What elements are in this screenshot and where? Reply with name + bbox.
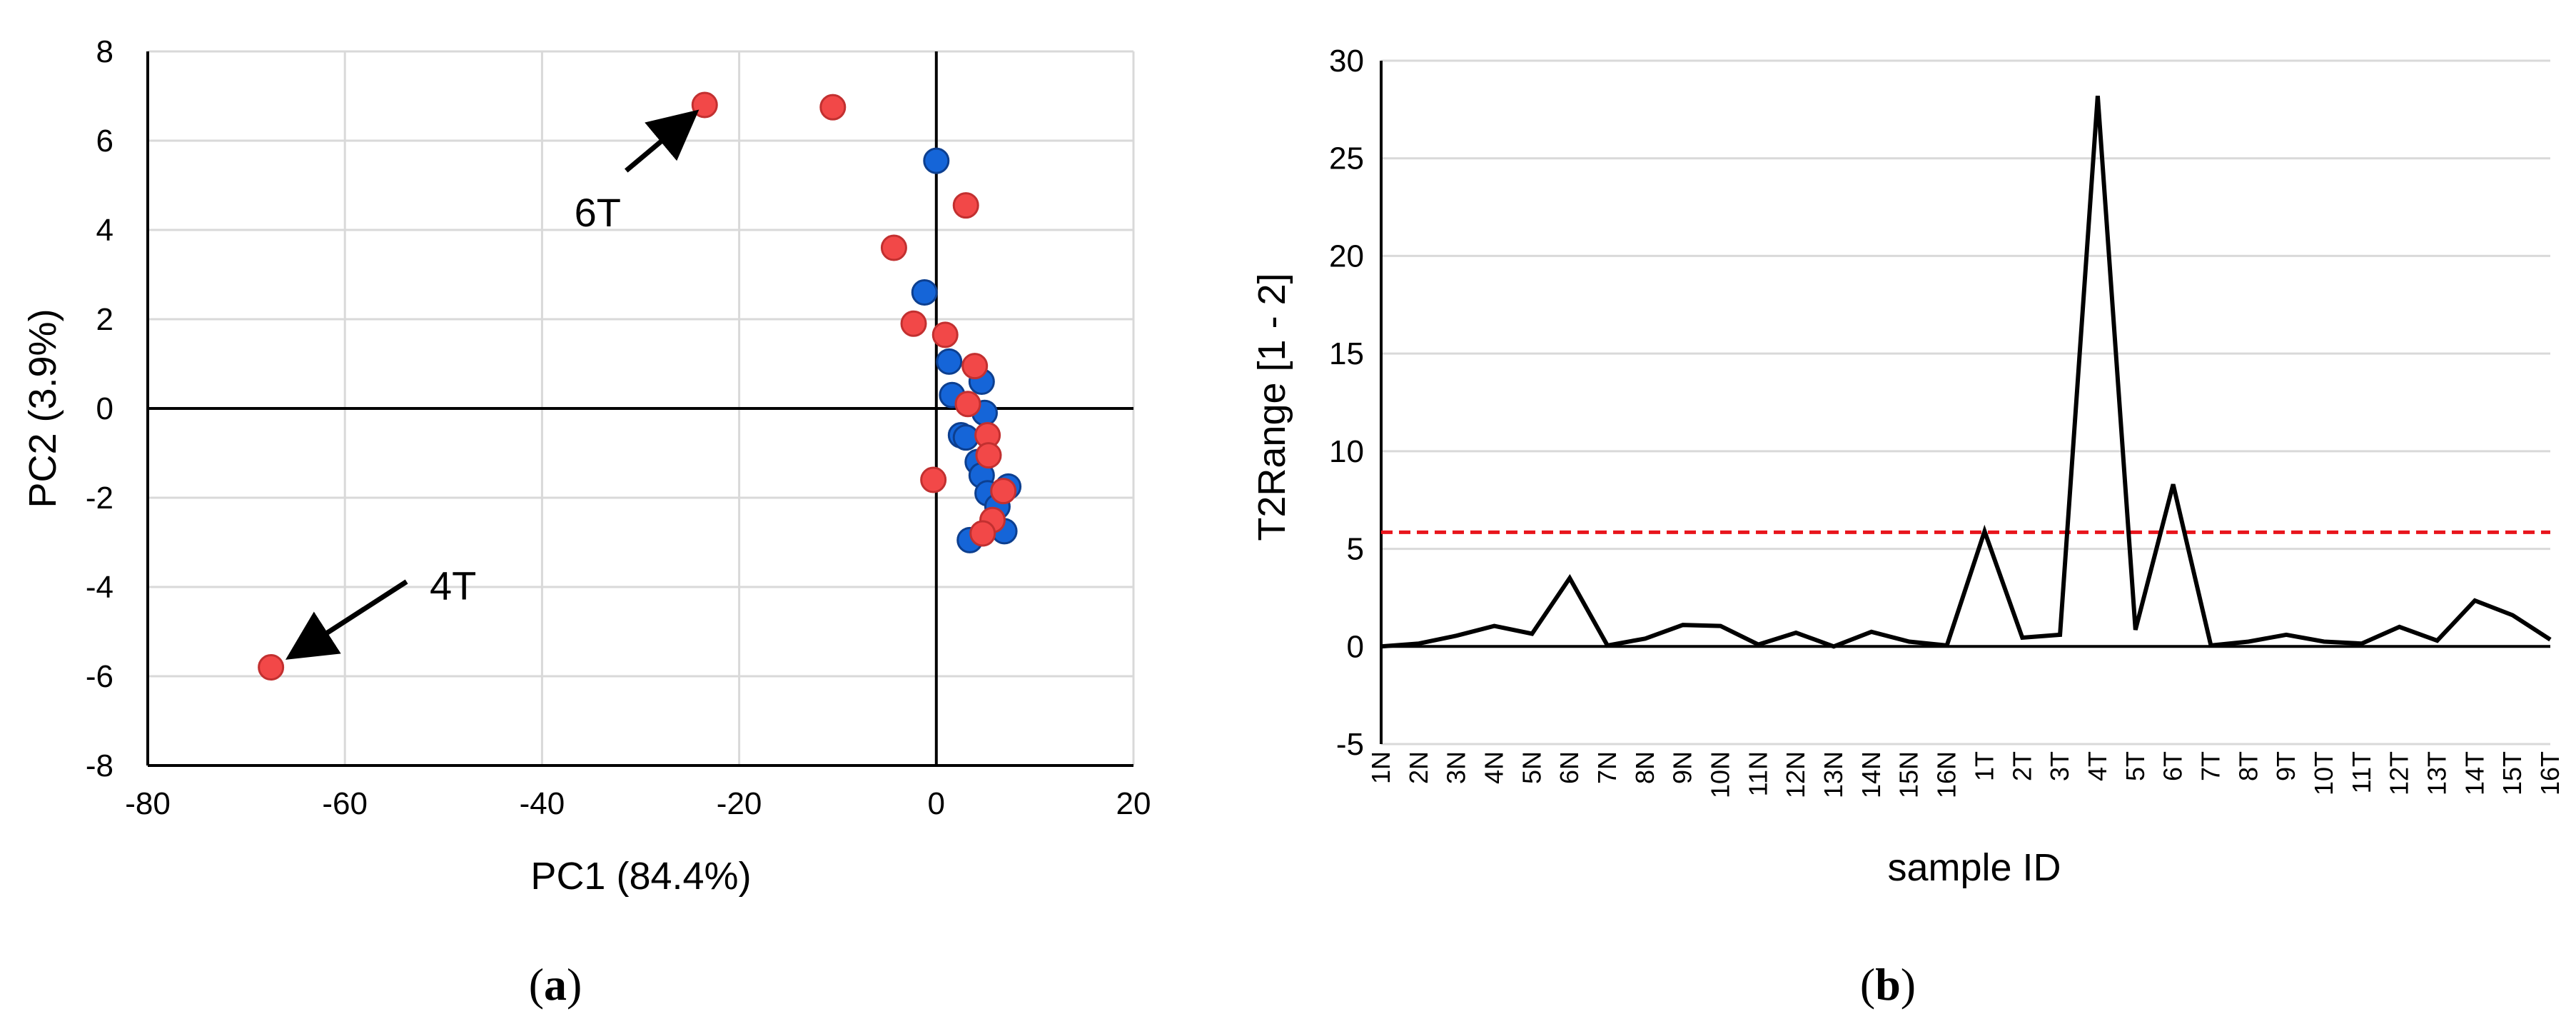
x-tick-label: 12N	[1781, 751, 1810, 798]
x-tick-label: 4N	[1480, 751, 1509, 784]
x-tick-label: 12T	[2385, 751, 2414, 795]
x-tick-label: 15N	[1894, 751, 1924, 798]
x-tick-label: 6N	[1555, 751, 1584, 784]
x-tick-label: -60	[322, 786, 368, 821]
x-tick-label: -80	[125, 786, 171, 821]
annotation-6T: 6T	[575, 190, 621, 235]
series-b	[1380, 95, 2552, 649]
x-tick-label: 5T	[2121, 751, 2150, 781]
x-tick-label: 20	[1116, 786, 1151, 821]
ticks-b: -5 0 5 10 15 20 25 30 1N 2N 3N 4N 5N 6N 7N 8N 9N 10N 11N 12…	[1329, 44, 2565, 798]
grid-b	[1381, 59, 2550, 746]
grid-a	[148, 50, 1135, 766]
y-tick-label: 0	[96, 391, 113, 426]
data-point-N	[911, 279, 938, 306]
data-point-T	[954, 391, 981, 418]
y-tick-label: 0	[1347, 629, 1364, 664]
x-tick-label: 3N	[1442, 751, 1471, 784]
x-tick-label: 0	[928, 786, 945, 821]
y-tick-label: 25	[1329, 141, 1364, 176]
x-tick-label: 13T	[2422, 751, 2451, 795]
y-tick-label: -4	[86, 570, 113, 605]
y-tick-label: -2	[86, 481, 113, 516]
x-tick-label: 14N	[1857, 751, 1886, 798]
data-point-T	[880, 234, 907, 261]
x-tick-label: 4T	[2083, 751, 2112, 781]
data-point-T	[258, 654, 285, 681]
data-point-T	[900, 310, 927, 337]
y-axis-label-a: PC2 (3.9%)	[21, 308, 64, 508]
y-tick-label: 20	[1329, 239, 1364, 273]
x-tick-label: 16T	[2535, 751, 2565, 795]
points-a	[258, 91, 1022, 681]
y-tick-label: 30	[1329, 44, 1364, 79]
data-point-T	[961, 353, 989, 380]
annotations-a: 6T 4T	[285, 109, 699, 660]
data-point-T	[931, 321, 959, 348]
y-axis-label-b: T2Range [1 - 2]	[1251, 273, 1293, 541]
x-tick-label: 7T	[2196, 751, 2225, 781]
x-axis-label-a: PC1 (84.4%)	[530, 855, 751, 898]
x-tick-label: 3T	[2045, 751, 2074, 781]
x-tick-label: 15T	[2497, 751, 2527, 795]
x-tick-label: 13N	[1819, 751, 1848, 798]
data-point-T	[969, 520, 996, 547]
panel-label-a: (a)	[529, 959, 582, 1010]
series-line	[1380, 95, 2552, 649]
y-tick-label: 5	[1347, 532, 1364, 567]
data-point-N	[952, 424, 979, 451]
y-tick-label: -5	[1336, 727, 1364, 762]
y-tick-label: -6	[86, 659, 113, 694]
arrow-4T	[285, 579, 408, 660]
x-tick-label: 8N	[1630, 751, 1660, 784]
x-tick-label: 11T	[2347, 751, 2376, 793]
y-tick-label: 10	[1329, 434, 1364, 469]
x-tick-label: 5N	[1517, 751, 1546, 784]
y-tick-label: 15	[1329, 336, 1364, 371]
arrow-6T	[625, 109, 699, 173]
x-axis-label-b: sample ID	[1887, 846, 2061, 889]
x-tick-label: 10T	[2309, 751, 2338, 795]
data-point-T	[990, 478, 1017, 505]
x-tick-label: 16N	[1932, 751, 1961, 798]
x-tick-label: 9T	[2271, 751, 2300, 781]
panel-label-b: (b)	[1860, 959, 1916, 1010]
y-tick-label: 2	[96, 302, 113, 337]
data-point-T	[920, 466, 947, 493]
x-tick-label: 7N	[1592, 751, 1622, 784]
data-point-T	[819, 94, 847, 121]
x-tick-label: 11N	[1743, 751, 1772, 796]
data-point-N	[936, 348, 963, 375]
annotation-4T: 4T	[430, 563, 476, 608]
data-point-T	[691, 91, 718, 119]
x-tick-label: 1T	[1969, 751, 1999, 781]
x-tick-label: 1N	[1366, 751, 1395, 784]
x-tick-label: -40	[520, 786, 565, 821]
data-point-T	[952, 192, 979, 219]
x-tick-label: 8T	[2233, 751, 2263, 781]
axes-b	[1380, 61, 2550, 744]
y-tick-label: 6	[96, 124, 113, 159]
y-tick-label: 8	[96, 34, 113, 69]
t2range-line-chart: -5 0 5 10 15 20 25 30 1N 2N 3N 4N 5N 6N 7N 8N 9N 10N 11N 12…	[1251, 44, 2565, 889]
x-tick-label: -20	[717, 786, 762, 821]
x-tick-label: 14T	[2460, 751, 2489, 795]
x-tick-label: 2N	[1404, 751, 1433, 784]
data-point-N	[923, 147, 950, 174]
x-tick-label: 2T	[2007, 751, 2036, 781]
y-tick-label: 4	[96, 213, 113, 248]
x-tick-label: 10N	[1706, 751, 1735, 798]
x-tick-label: 6T	[2158, 751, 2188, 781]
data-point-T	[975, 442, 1002, 469]
x-tick-label: 9N	[1668, 751, 1697, 784]
y-tick-label: -8	[86, 748, 113, 783]
